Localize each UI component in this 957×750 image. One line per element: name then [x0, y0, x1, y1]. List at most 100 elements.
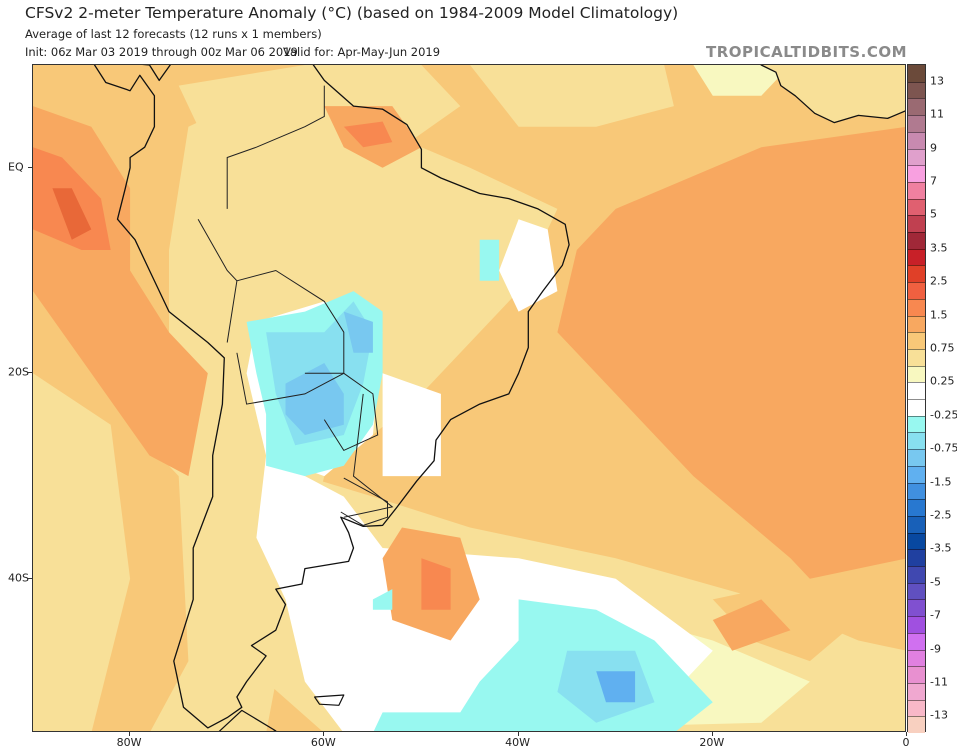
colorbar-label: 3.5: [930, 241, 948, 255]
colorbar-segment: [908, 181, 925, 200]
anomaly-contour-cold: [479, 239, 500, 281]
colorbar-segment: [908, 81, 925, 99]
country-border: [236, 269, 345, 405]
latitude-tick: [28, 166, 32, 168]
colorbar-segment: [908, 582, 925, 600]
anomaly-contour-warm: [712, 599, 791, 651]
map-title: CFSv2 2-meter Temperature Anomaly (°C) (…: [25, 4, 679, 22]
falkland-islands-coastline: [314, 694, 345, 706]
valid-period: Valid for: Apr-May-Jun 2019: [283, 45, 441, 59]
anomaly-contour-cold: [343, 311, 373, 353]
latitude-tick: [28, 577, 32, 579]
colorbar-label: -0.25: [930, 408, 957, 422]
colorbar-segment: [908, 699, 925, 717]
colorbar-segment: [908, 599, 925, 617]
colorbar-segment: [908, 515, 925, 534]
anomaly-contour-warm: [557, 126, 905, 620]
colorbar-segment: [908, 482, 925, 500]
anomaly-contour: [470, 65, 674, 127]
longitude-label: 40W: [505, 736, 530, 749]
country-border: [304, 372, 379, 452]
map-subtitle: Average of last 12 forecasts (12 runs x …: [25, 27, 322, 41]
longitude-tick: [323, 732, 325, 736]
colorbar-segment: [908, 348, 925, 367]
colorbar-segment: [908, 499, 925, 517]
country-border: [197, 218, 238, 343]
colorbar-segment: [908, 566, 925, 584]
colorbar-label: -2.5: [930, 508, 952, 522]
colorbar-segment: [908, 98, 925, 116]
init-time: Init: 06z Mar 03 2019 through 00z Mar 06…: [25, 45, 298, 59]
colorbar-segment: [908, 415, 925, 433]
anomaly-contour-neutral: [382, 373, 441, 477]
colorbar-segment: [908, 532, 925, 550]
colorbar-label: 5: [930, 207, 937, 221]
colorbar-segment: [908, 649, 925, 667]
tierra-del-fuego-coastline: [218, 709, 277, 731]
colorbar-segment: [908, 298, 925, 316]
colorbar: [907, 64, 926, 734]
colorbar-label: -13: [930, 708, 948, 722]
map-canvas: [33, 65, 905, 731]
colorbar-segment: [908, 432, 925, 450]
anomaly-contour-cold: [372, 589, 393, 610]
colorbar-segment: [908, 248, 925, 266]
longitude-tick: [129, 732, 131, 736]
anomaly-contour-warm: [421, 558, 451, 610]
colorbar-label: -11: [930, 675, 948, 689]
colorbar-segment: [908, 399, 925, 417]
colorbar-segment: [908, 65, 925, 83]
colorbar-label: -1.5: [930, 475, 952, 488]
longitude-label: 0: [902, 736, 910, 749]
colorbar-segment: [908, 382, 925, 400]
africa-coastline: [760, 65, 905, 124]
anomaly-contour: [33, 373, 131, 731]
colorbar-label: 2.5: [930, 274, 948, 288]
latitude-label: EQ: [8, 160, 24, 174]
longitude-label: 20W: [699, 736, 725, 749]
latitude-label: 40S: [8, 571, 29, 585]
colorbar-segment: [908, 465, 925, 483]
colorbar-label: -7: [930, 608, 941, 622]
colorbar-segment: [908, 616, 925, 634]
colorbar-segment: [908, 449, 925, 467]
colorbar-label: 0.75: [930, 341, 955, 355]
anomaly-contour: [693, 65, 791, 96]
latitude-label: 20S: [8, 365, 29, 379]
latitude-tick: [28, 372, 32, 374]
colorbar-segment: [908, 365, 925, 383]
anomaly-contour-cold: [596, 671, 636, 703]
colorbar-segment: [908, 666, 925, 684]
colorbar-segment: [908, 165, 925, 183]
colorbar-label: 7: [930, 174, 937, 188]
colorbar-segment: [908, 682, 925, 701]
colorbar-segment: [908, 549, 925, 567]
colorbar-label: 13: [930, 74, 944, 88]
colorbar-segment: [908, 115, 925, 133]
colorbar-label: 0.25: [930, 374, 955, 388]
longitude-tick: [906, 732, 907, 736]
colorbar-segment: [908, 215, 925, 233]
anomaly-contour-hot: [52, 188, 92, 240]
colorbar-label: 9: [930, 141, 937, 154]
anomaly-contour-neutral: [499, 219, 558, 312]
colorbar-label: 1.5: [930, 308, 948, 321]
country-border: [343, 393, 394, 518]
colorbar-segment: [908, 131, 925, 149]
colorbar-segment: [908, 198, 925, 216]
colorbar-segment: [908, 332, 925, 350]
longitude-label: 60W: [310, 736, 336, 749]
colorbar-segment: [908, 232, 925, 250]
longitude-tick: [517, 732, 519, 736]
colorbar-segment: [908, 282, 925, 300]
colorbar-segment: [908, 315, 925, 333]
colorbar-label: -0.75: [930, 441, 957, 455]
anomaly-contour: [178, 65, 461, 189]
colorbar-label: 11: [930, 107, 944, 121]
brand-watermark: TROPICALTIDBITS.COM: [706, 43, 907, 61]
anomaly-map: [32, 64, 906, 732]
colorbar-label: -5: [930, 575, 941, 589]
anomaly-contour-warm: [343, 121, 393, 148]
longitude-tick: [711, 732, 713, 736]
south-america-coastline: [93, 65, 570, 729]
